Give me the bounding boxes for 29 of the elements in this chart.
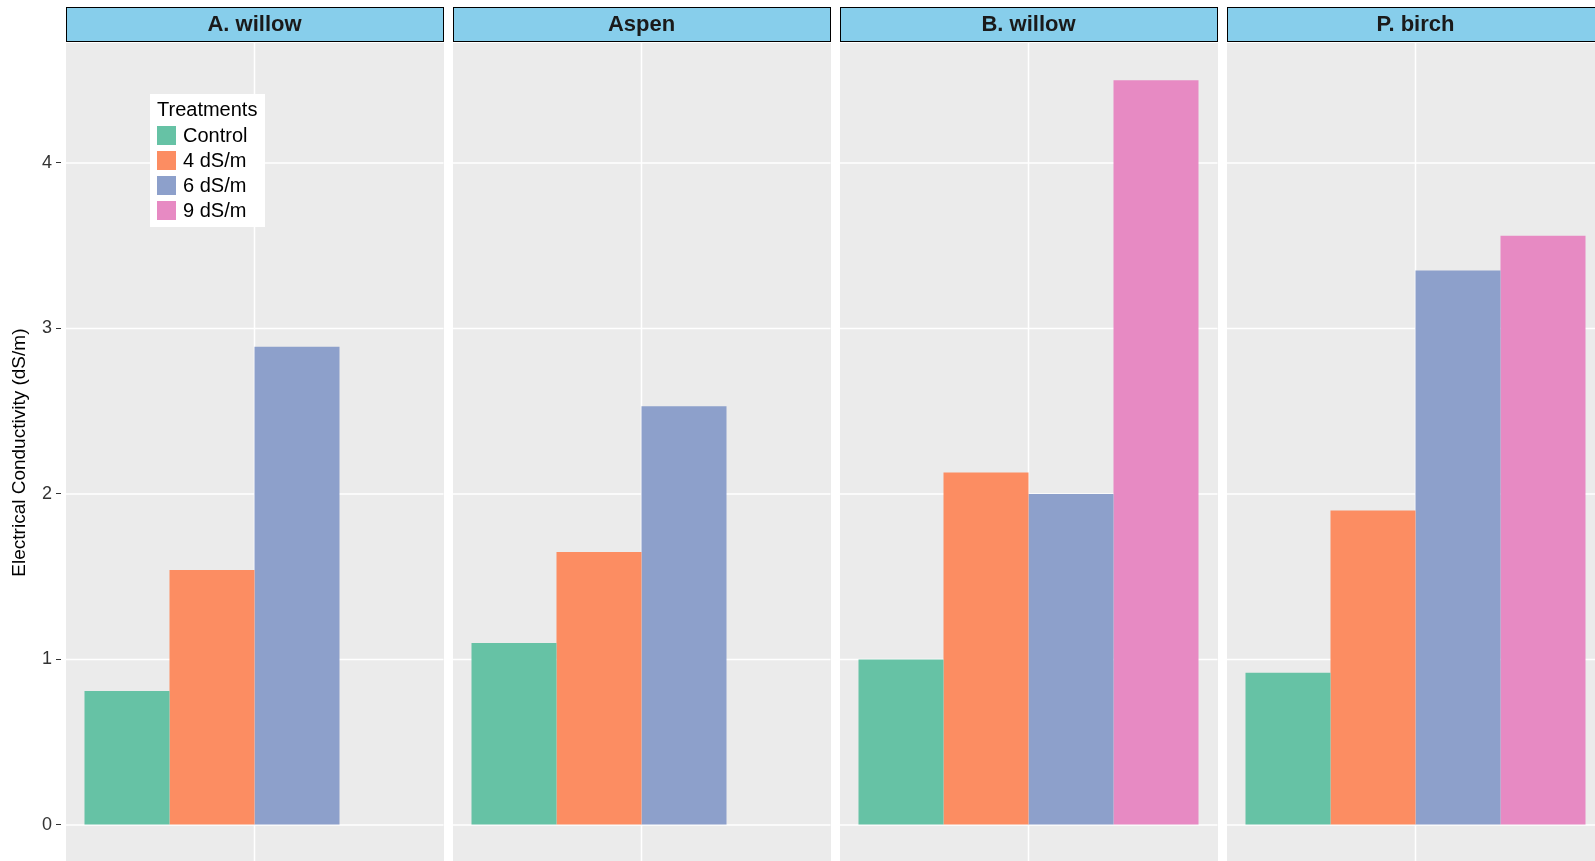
legend-title: Treatments <box>157 98 258 121</box>
x-tick-label: B. willow <box>981 10 1077 36</box>
x-tick-label: P. birch <box>1376 10 1455 36</box>
bar <box>641 406 727 825</box>
bar <box>1028 493 1114 825</box>
y-tick-label: 3 <box>41 317 52 338</box>
x-tick-label: A. willow <box>207 10 303 36</box>
legend-label: 9 dS/m <box>183 199 247 222</box>
bar <box>471 642 557 825</box>
y-tick-label: 1 <box>41 648 52 669</box>
bar <box>84 690 170 825</box>
bar <box>169 570 255 825</box>
legend-label: 4 dS/m <box>183 149 247 172</box>
y-tick-label: 2 <box>41 482 52 503</box>
bar <box>858 659 944 825</box>
bar <box>1500 235 1586 825</box>
y-axis-title: Electrical Conductivity (dS/m) <box>7 328 29 577</box>
y-tick-label: 4 <box>41 151 52 172</box>
bar <box>254 346 340 825</box>
bar <box>556 551 642 825</box>
bar <box>1330 510 1416 825</box>
bar <box>1113 80 1199 825</box>
legend-label: Control <box>183 124 248 147</box>
bar <box>943 472 1029 825</box>
bar <box>1415 270 1501 825</box>
legend-label: 6 dS/m <box>183 174 247 197</box>
bar <box>1245 672 1331 825</box>
x-tick-label: Aspen <box>607 10 676 36</box>
y-tick-label: 0 <box>41 813 52 834</box>
